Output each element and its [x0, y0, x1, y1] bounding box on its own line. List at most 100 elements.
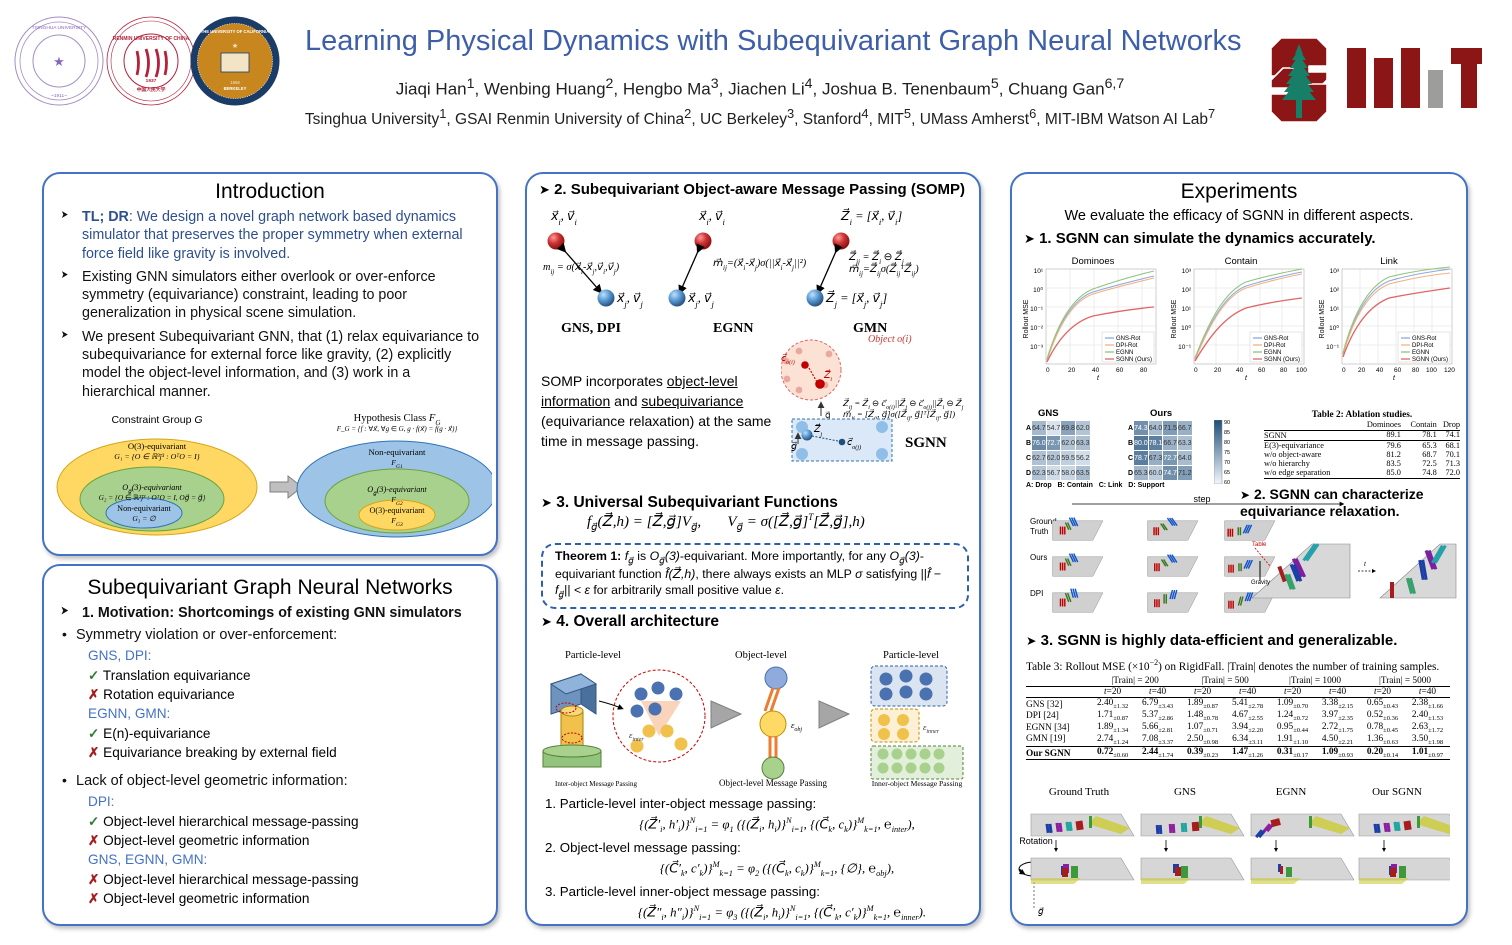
svg-text:t: t: [1393, 375, 1396, 382]
svg-text:Non-equivariant: Non-equivariant: [369, 447, 427, 457]
svg-text:20: 20: [1068, 367, 1076, 374]
svg-text:x⃗j, v⃗j: x⃗j, v⃗j: [687, 291, 714, 309]
svg-text:Rollout MSE: Rollout MSE: [1171, 299, 1178, 338]
svg-text:1868: 1868: [230, 80, 240, 85]
svg-text:EGNN: EGNN: [713, 321, 753, 336]
svg-text:10⁰: 10⁰: [1181, 324, 1191, 332]
svg-text:40: 40: [1092, 367, 1100, 374]
svg-text:SGNN (Ours): SGNN (Ours): [1264, 357, 1300, 363]
svg-text:EGNN: EGNN: [1412, 350, 1429, 356]
svg-text:O(3)-equivariant: O(3)-equivariant: [369, 506, 425, 515]
svg-text:★: ★: [53, 54, 65, 69]
svg-text:80: 80: [1280, 367, 1288, 374]
svg-text:~1911~: ~1911~: [51, 93, 67, 99]
svg-text:10⁻¹: 10⁻¹: [1030, 306, 1044, 313]
svg-text:60: 60: [1258, 367, 1266, 374]
svg-text:THE UNIVERSITY OF CALIFORNIA: THE UNIVERSITY OF CALIFORNIA: [201, 29, 270, 34]
svg-text:85: 85: [1224, 430, 1230, 436]
svg-text:RENMIN UNIVERSITY OF CHINA: RENMIN UNIVERSITY OF CHINA: [113, 36, 190, 42]
svg-text:Link: Link: [1380, 256, 1398, 267]
svg-text:m⃗ij=(x⃗i-x⃗j)σ(||x⃗i-x⃗j||²): m⃗ij=(x⃗i-x⃗j)σ(||x⃗i-x⃗j||²): [713, 258, 807, 272]
svg-text:20: 20: [1358, 367, 1366, 374]
svg-text:GNS-Rot: GNS-Rot: [1116, 336, 1141, 342]
svg-text:0: 0: [1342, 367, 1346, 374]
svg-text:GNS-Rot: GNS-Rot: [1412, 336, 1437, 342]
svg-text:60: 60: [1116, 367, 1124, 374]
svg-text:Z⃗i = [x⃗i, v⃗i]: Z⃗i = [x⃗i, v⃗i]: [840, 208, 902, 227]
svg-text:Table: Table: [1252, 542, 1267, 548]
svg-text:Gravity: Gravity: [1251, 580, 1270, 586]
svg-text:GNS-Rot: GNS-Rot: [1264, 336, 1289, 342]
svg-text:Object-level: Object-level: [735, 650, 787, 661]
svg-text:20: 20: [1214, 367, 1222, 374]
svg-text:SGNN (Ours): SGNN (Ours): [1116, 357, 1152, 363]
svg-text:O(3)-equivariant: O(3)-equivariant: [128, 441, 187, 451]
svg-text:x⃗i, v⃗i: x⃗i, v⃗i: [550, 209, 577, 227]
svg-text:65: 65: [1224, 470, 1230, 476]
svg-text:80: 80: [1140, 367, 1148, 374]
svg-text:Contain: Contain: [1225, 256, 1258, 267]
svg-text:x⃗j, v⃗j: x⃗j, v⃗j: [616, 291, 643, 309]
svg-text:10¹: 10¹: [1182, 306, 1192, 313]
svg-text:10¹: 10¹: [1034, 268, 1044, 275]
svg-text:G₂ = {O ∈ ℝ³ǰ³ : OᵀO = I, Og⃗: G₂ = {O ∈ ℝ³ǰ³ : OᵀO = I, Og⃗ = g⃗}: [99, 493, 206, 502]
svg-text:0: 0: [1046, 367, 1050, 374]
svg-text:10³: 10³: [1330, 268, 1340, 275]
svg-text:中国人民大学: 中国人民大学: [137, 86, 166, 93]
svg-text:Ours: Ours: [1030, 553, 1047, 562]
svg-text:Constraint Group G: Constraint Group G: [111, 414, 202, 426]
svg-text:10⁻²: 10⁻²: [1030, 325, 1044, 332]
svg-text:Dominoes: Dominoes: [1072, 256, 1115, 267]
svg-text:Particle-level: Particle-level: [883, 650, 939, 661]
svg-text:10⁰: 10⁰: [1329, 324, 1339, 332]
svg-text:G₃ = ∅: G₃ = ∅: [132, 514, 156, 523]
svg-text:t: t: [1364, 561, 1367, 568]
svg-text:DPI-Rot: DPI-Rot: [1412, 343, 1434, 349]
svg-text:10⁻³: 10⁻³: [1030, 344, 1044, 351]
svg-text:x⃗i, v⃗i: x⃗i, v⃗i: [698, 209, 725, 227]
svg-text:80: 80: [1224, 440, 1230, 446]
svg-text:t: t: [1245, 375, 1248, 382]
svg-text:10⁻¹: 10⁻¹: [1326, 344, 1340, 351]
svg-text:Particle-level: Particle-level: [565, 650, 621, 661]
svg-text:100: 100: [1426, 367, 1437, 374]
svg-text:120: 120: [1444, 367, 1455, 374]
svg-text:Z⃗j = [x⃗j, v⃗j]: Z⃗j = [x⃗j, v⃗j]: [825, 290, 887, 309]
svg-text:t: t: [1097, 375, 1100, 382]
svg-text:0: 0: [1194, 367, 1198, 374]
svg-text:Inter-object Message Passing: Inter-object Message Passing: [555, 780, 637, 788]
svg-text:Truth: Truth: [1030, 527, 1048, 536]
svg-text:GNS, DPI: GNS, DPI: [561, 321, 621, 336]
svg-text:1937: 1937: [146, 78, 157, 84]
svg-text:g⃗: g⃗: [791, 442, 797, 452]
svg-text:60: 60: [1394, 367, 1402, 374]
svg-text:SGNN (Ours): SGNN (Ours): [1412, 357, 1448, 363]
svg-text:step: step: [1193, 494, 1210, 504]
svg-text:DPI-Rot: DPI-Rot: [1116, 343, 1138, 349]
svg-text:40: 40: [1236, 367, 1244, 374]
svg-text:★: ★: [232, 42, 238, 50]
svg-text:SGNN: SGNN: [905, 435, 947, 451]
svg-text:10⁰: 10⁰: [1033, 286, 1043, 294]
svg-text:εobj: εobj: [791, 720, 802, 733]
svg-text:EGNN: EGNN: [1116, 350, 1133, 356]
svg-text:Non-equivariant: Non-equivariant: [117, 504, 171, 513]
svg-text:F_G = {f : ∀x⃗, ∀g ∈ G, g · f(: F_G = {f : ∀x⃗, ∀g ∈ G, g · f(x⃗) = f(g …: [336, 425, 458, 433]
svg-text:mij = σ(x⃗i-x⃗j,v⃗i,v⃗j): mij = σ(x⃗i-x⃗j,v⃗i,v⃗j): [543, 262, 620, 276]
svg-text:Inner-object Message Passing: Inner-object Message Passing: [872, 779, 963, 788]
svg-text:10³: 10³: [1182, 268, 1192, 275]
svg-text:75: 75: [1224, 450, 1230, 456]
svg-text:10¹: 10¹: [1330, 306, 1340, 313]
svg-text:G₁ = {O ∈ ℝ³ǰ³ : OᵀO = I}: G₁ = {O ∈ ℝ³ǰ³ : OᵀO = I}: [114, 452, 200, 461]
svg-text:60: 60: [1224, 480, 1230, 484]
svg-text:100: 100: [1296, 367, 1307, 374]
svg-text:DPI-Rot: DPI-Rot: [1264, 343, 1286, 349]
svg-text:80: 80: [1412, 367, 1420, 374]
svg-text:Object-level Message Passing: Object-level Message Passing: [719, 778, 827, 788]
svg-text:εinter: εinter: [629, 730, 644, 743]
svg-text:90: 90: [1224, 420, 1230, 426]
svg-text:10²: 10²: [1182, 287, 1192, 294]
svg-text:10⁻¹: 10⁻¹: [1178, 344, 1192, 351]
svg-text:Object o(i): Object o(i): [868, 334, 912, 345]
svg-text:EGNN: EGNN: [1264, 350, 1281, 356]
